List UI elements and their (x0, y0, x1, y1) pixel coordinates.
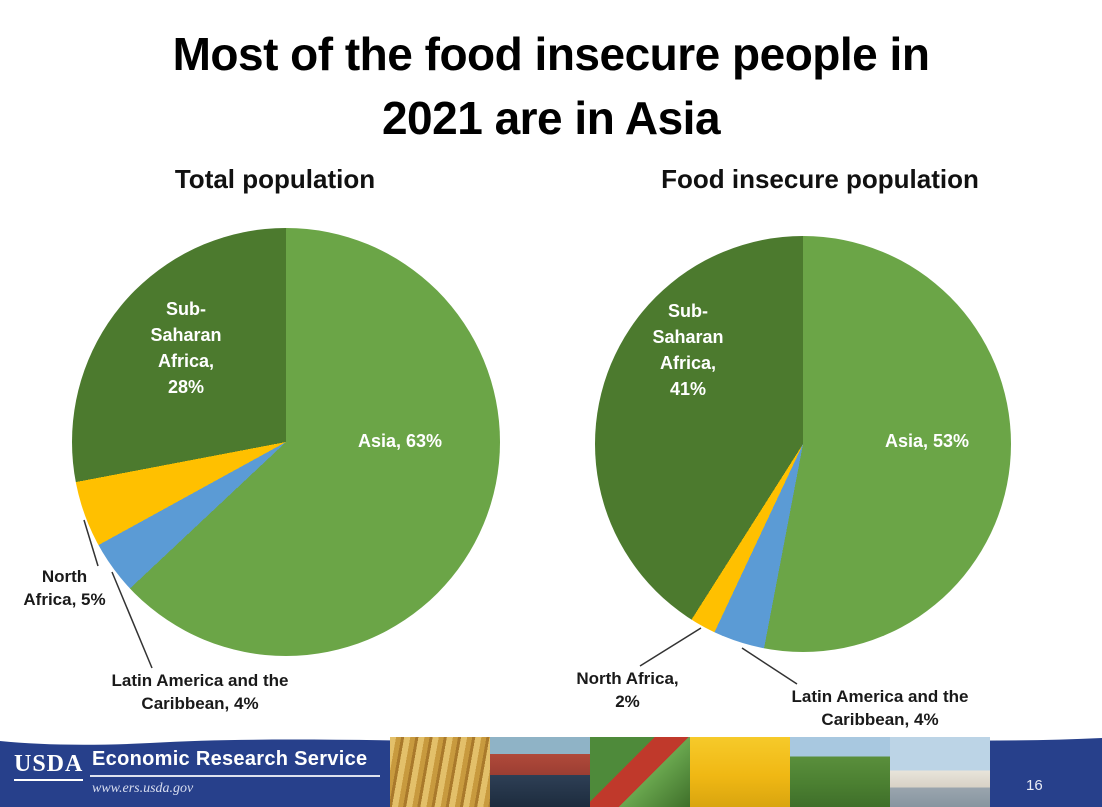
pie-label-asia: Asia, 53% (884, 431, 970, 451)
photo-wheat (390, 737, 490, 807)
pie-food-insecure-population (595, 236, 1011, 652)
leader-line-north-africa (639, 627, 702, 667)
page-number: 16 (1026, 777, 1043, 794)
pie-label-north-africa: North Africa, 5% (23, 567, 106, 609)
pie-label-latin-america: Latin America and the Caribbean, 4% (791, 687, 969, 729)
photo-produce-market (590, 737, 690, 807)
leader-line-latin-america (741, 647, 798, 685)
pie-label-sub-saharan-africa: Sub- Saharan Africa, 28% (150, 299, 222, 398)
footer-divider-line (90, 775, 380, 777)
photo-cargo-ship (490, 737, 590, 807)
chart-title-food-insecure-population: Food insecure population (661, 164, 979, 194)
chart-food-insecure-population: Food insecure population Sub- Saharan Af… (545, 162, 1095, 734)
chart-title-total-population: Total population (174, 164, 376, 194)
pie-label-north-africa: North Africa, 2% (576, 669, 679, 711)
pie-label-latin-america: Latin America and the Caribbean, 4% (111, 671, 289, 713)
chart-total-population: Total population Sub- Saharan Africa, 28… (0, 162, 550, 734)
photo-strip (390, 737, 990, 807)
pie-label-sub-saharan-africa: Sub- Saharan Africa, 41% (652, 301, 724, 400)
footer-bar: USDA Economic Research Service www.ers.u… (0, 733, 1102, 807)
photo-farmland (790, 737, 890, 807)
slide-title: Most of the food insecure people in 2021… (172, 28, 930, 145)
agency-website: www.ers.usda.gov (92, 781, 194, 796)
photo-shopping-cart (690, 737, 790, 807)
pie-label-asia: Asia, 63% (357, 431, 443, 451)
usda-logo: USDA (14, 751, 84, 781)
agency-name: Economic Research Service (92, 748, 368, 770)
photo-town (890, 737, 990, 807)
